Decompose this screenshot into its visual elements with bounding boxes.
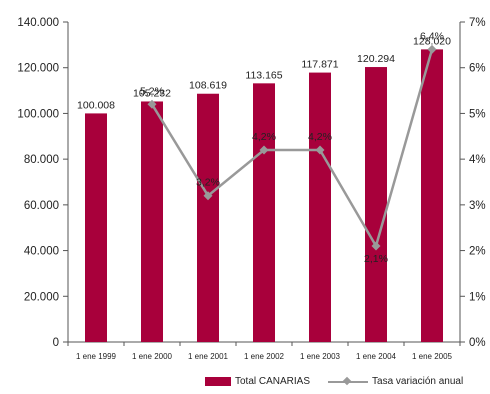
rate-value-label: 4,2% [308, 131, 332, 143]
right-tick-label: 3% [469, 200, 486, 212]
x-tick-label: 1 ene 2004 [356, 352, 397, 361]
rate-value-label: 4,2% [252, 131, 276, 143]
x-tick-label: 1 ene 2005 [412, 352, 453, 361]
right-tick-label: 7% [469, 17, 486, 29]
right-tick-label: 4% [469, 154, 486, 166]
left-tick-label: 40.000 [24, 246, 59, 258]
x-tick-label: 1 ene 2002 [244, 352, 285, 361]
bar-value-label: 128.020 [413, 35, 451, 47]
legend-bar-label: Total CANARIAS [235, 376, 311, 387]
left-tick-label: 120.000 [17, 63, 59, 75]
legend-item-bars: Total CANARIAS [205, 376, 310, 387]
rate-point [259, 145, 269, 155]
rate-point [147, 99, 157, 109]
legend-item-line: Tasa variación anual [328, 376, 463, 387]
data-labels: 100.008 105.232 108.619 113.165 117.871 120.2… [77, 30, 451, 265]
left-tick-label: 140.000 [17, 17, 59, 29]
bar [197, 93, 219, 342]
bar [309, 72, 331, 343]
legend-line-label: Tasa variación anual [372, 376, 464, 387]
left-tick-label: 0 [53, 337, 59, 349]
x-tick-label: 1 ene 2000 [132, 352, 173, 361]
rate-point [371, 241, 381, 251]
rate-value-label: 6,4% [420, 30, 444, 42]
right-tick-label: 2% [469, 246, 486, 258]
bar [141, 101, 163, 342]
right-tick-label: 0% [469, 337, 486, 349]
bar [365, 67, 387, 342]
axes: 0 20.000 40.000 60.000 80.000 100.000 120.000 1… [17, 17, 485, 361]
rate-value-label: 5,2% [140, 85, 164, 97]
bar-value-label: 108.619 [189, 80, 227, 92]
right-tick-label: 1% [469, 291, 486, 303]
bar-series [85, 49, 443, 343]
left-tick-label: 20.000 [24, 291, 59, 303]
left-tick-label: 100.000 [17, 108, 59, 120]
rate-point [203, 191, 213, 201]
rate-point [315, 145, 325, 155]
x-tick-label: 1 ene 2003 [300, 352, 341, 361]
legend: Total CANARIAS Tasa variación anual [205, 376, 481, 387]
bar [253, 83, 275, 342]
bar-value-label: 100.008 [77, 99, 115, 111]
bar-value-label: 120.294 [357, 53, 395, 65]
legend-line-glyph [328, 376, 369, 386]
left-tick-label: 80.000 [24, 154, 59, 166]
right-tick-label: 6% [469, 63, 486, 75]
bar-value-label: 105.232 [133, 87, 171, 99]
x-tick-label: 1 ene 2001 [188, 352, 229, 361]
bar [85, 113, 107, 343]
rate-point [427, 44, 437, 54]
rate-line [150, 49, 434, 250]
right-tick-label: 5% [469, 108, 486, 120]
bar-value-label: 113.165 [245, 69, 282, 81]
bar [421, 49, 443, 342]
left-tick-label: 60.000 [24, 200, 59, 212]
rate-value-label: 2,1% [364, 253, 388, 265]
rate-value-label: 3,2% [196, 177, 220, 189]
x-tick-label: 1 ene 1999 [76, 352, 117, 361]
legend-bar-swatch [205, 377, 231, 386]
line-series [147, 44, 437, 251]
bar-value-label: 117.871 [301, 59, 338, 71]
